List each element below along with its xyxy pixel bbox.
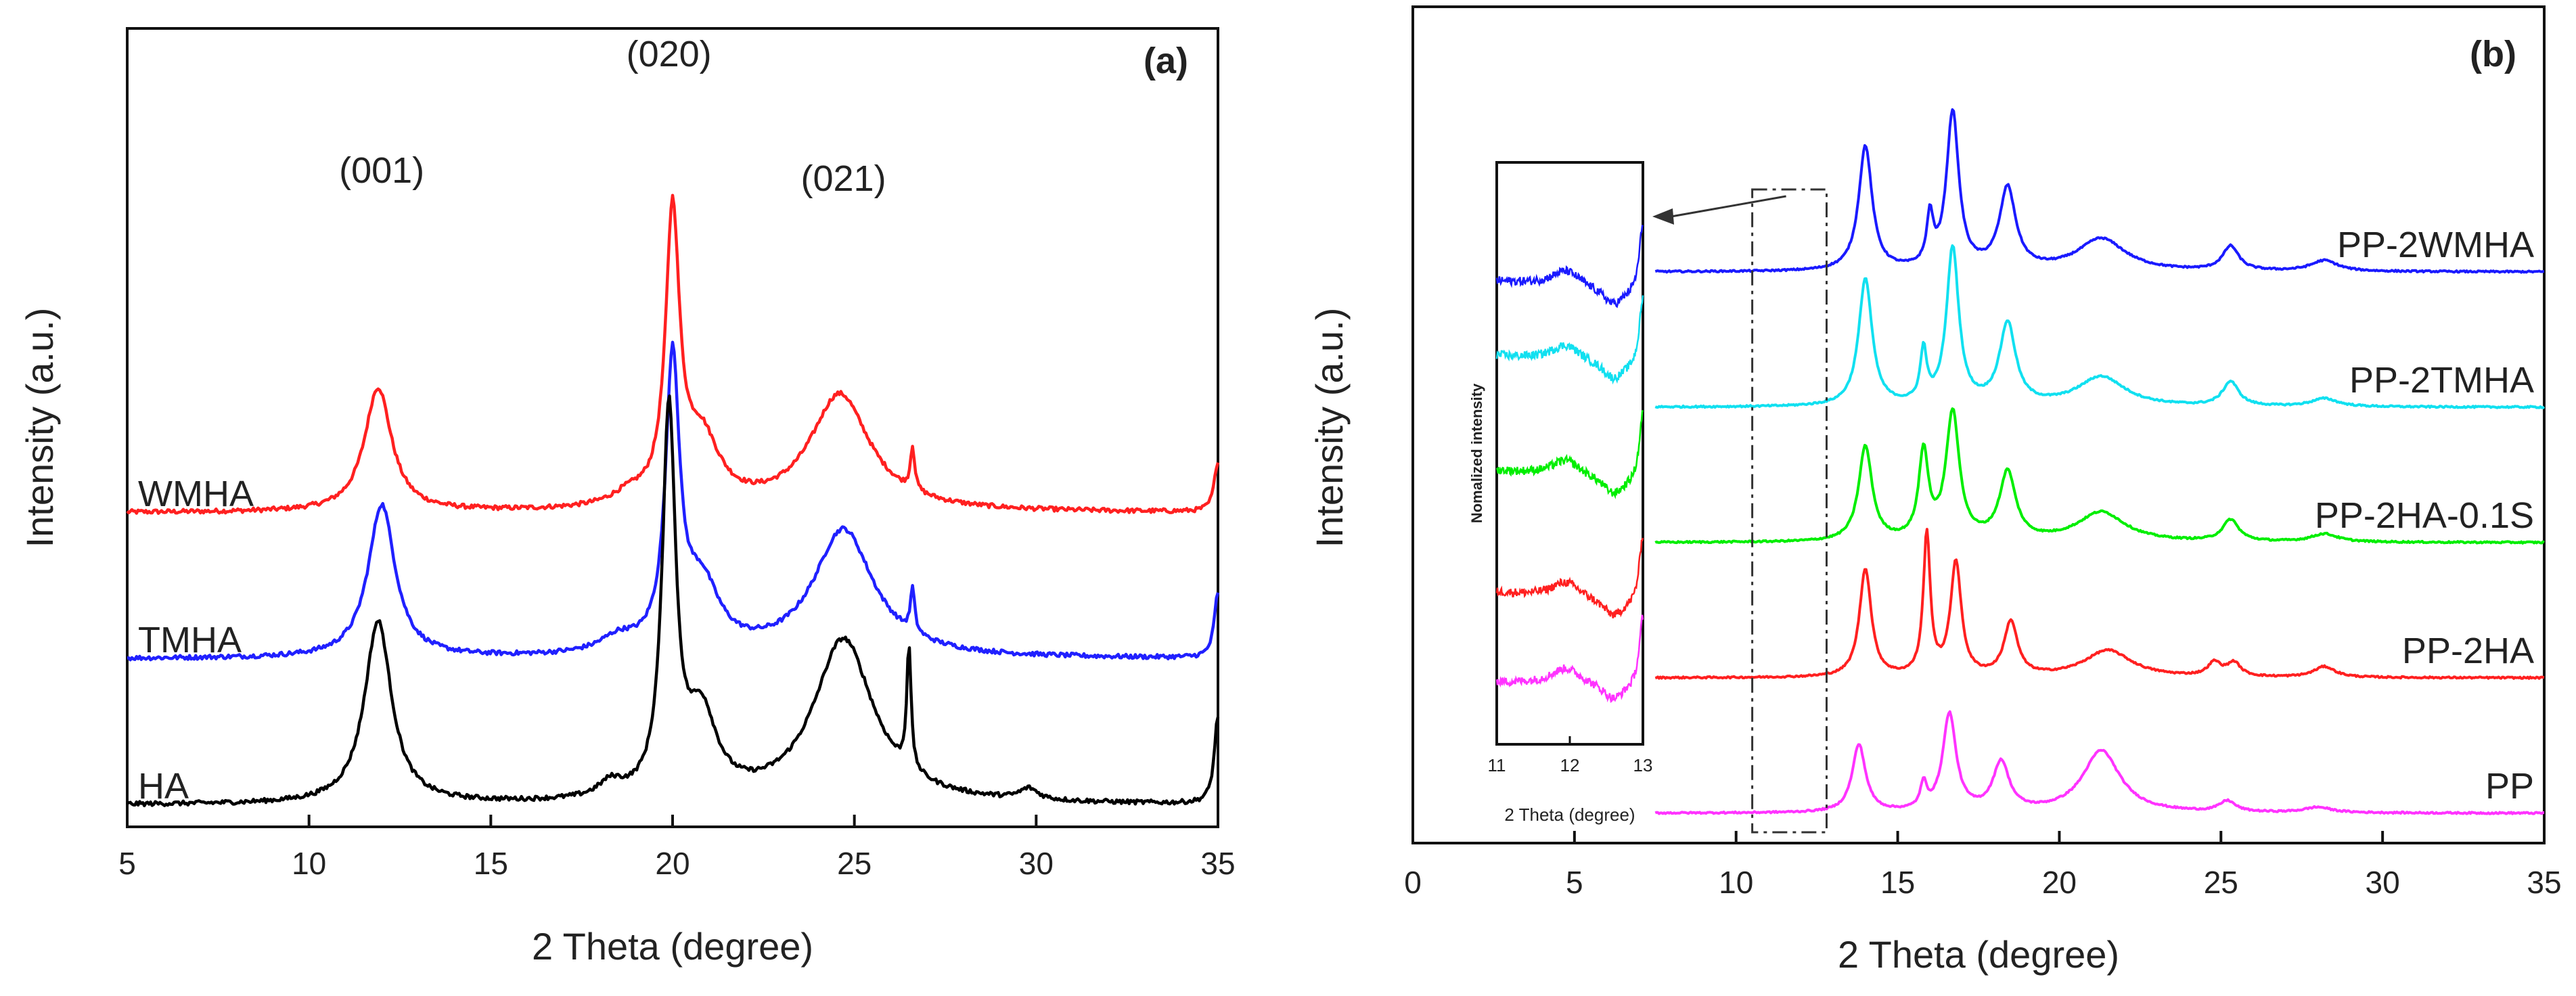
panel-a-x-tick-label: 25 [837, 846, 872, 881]
panel-b-label: (b) [2470, 34, 2516, 74]
panel-b-series-label: PP-2WMHA [2337, 225, 2534, 265]
panel-b-series-line-pp-2ha-0.1s [1654, 407, 2545, 545]
panel-a: (a) 5 10 15 20 25 30 35 (001) (020) (021) WMHA TM… [18, 27, 1236, 968]
inset-y-axis-title: Nomalized intensity [1468, 383, 1485, 523]
inset-frame [1495, 161, 1644, 746]
panel-a-series-label: TMHA [138, 620, 242, 660]
panel-a-x-tick-label: 10 [292, 846, 326, 881]
panel-b-series: PP-2WMHA PP-2TMHA PP-2HA-0.1S PP-2HA PP [1654, 108, 2546, 815]
inset-series-line [1495, 409, 1644, 499]
panel-b-x-tick-label: 30 [2366, 865, 2400, 900]
panel-a-x-tick-label: 5 [118, 846, 136, 881]
panel-b-series-line-pp-2wmha [1654, 108, 2545, 274]
panel-b-x-tick-label: 15 [1880, 865, 1915, 900]
panel-a-peak-label: (020) [627, 34, 712, 74]
panel-a-peak-label: (001) [339, 150, 424, 191]
panel-b-series-label: PP [2485, 766, 2534, 807]
panel-b-x-tick-label: 0 [1404, 865, 1422, 900]
panel-b-series-label: PP-2HA [2402, 631, 2534, 671]
panel-b-x-axis-title: 2 Theta (degree) [1838, 933, 2119, 976]
inset-x-ticks: 11 12 13 [1488, 736, 1653, 775]
panel-a-peak-labels: (001) (020) (021) [339, 34, 886, 199]
panel-b-x-tick-label: 35 [2527, 865, 2561, 900]
panel-b-series-line-pp-2tmha [1654, 244, 2546, 409]
panel-b: (b) 0 5 10 15 20 25 30 35 PP-2WMHA PP-2TMHA PP-2H… [1308, 5, 2562, 976]
panel-b-x-tick-label: 25 [2204, 865, 2238, 900]
panel-a-series-line-wmha [126, 194, 1220, 515]
inset-pointer-arrowhead [1652, 208, 1674, 225]
panel-a-y-axis-title: Intensity (a.u.) [18, 308, 61, 548]
inset-series-line [1495, 225, 1644, 309]
panel-a-series-line-tmha [127, 340, 1220, 662]
inset-series-line [1495, 537, 1644, 618]
panel-a-x-tick-label: 15 [474, 846, 508, 881]
panel-a-series-label: WMHA [138, 474, 254, 514]
panel-a-peak-label: (021) [801, 158, 886, 199]
panel-b-series-label: PP-2TMHA [2349, 360, 2534, 401]
panel-a-x-tick-label: 30 [1019, 846, 1054, 881]
panel-b-x-tick-label: 10 [1719, 865, 1753, 900]
inset-series-line [1495, 295, 1644, 385]
inset-x-tick-label: 13 [1633, 755, 1653, 775]
inset-pointer-arrow-line [1671, 195, 1786, 218]
panel-b-series-label: PP-2HA-0.1S [2315, 495, 2534, 536]
inset-series [1495, 225, 1644, 703]
panel-b-series-line-pp [1654, 710, 2545, 815]
panel-a-x-tick-label: 20 [655, 846, 690, 881]
panel-b-x-tick-label: 5 [1566, 865, 1583, 900]
panel-b-series-line-pp-2ha [1654, 528, 2545, 680]
panel-b-y-axis-title: Intensity (a.u.) [1308, 308, 1351, 548]
panel-b-x-ticks: 0 5 10 15 20 25 30 35 [1404, 831, 2562, 900]
inset-x-tick-label: 12 [1560, 755, 1580, 775]
panel-a-series: WMHA TMHA HA [126, 194, 1220, 808]
panel-a-x-ticks: 5 10 15 20 25 30 35 [118, 815, 1236, 881]
panel-a-x-axis-title: 2 Theta (degree) [532, 925, 813, 968]
panel-b-x-tick-label: 20 [2042, 865, 2077, 900]
inset-x-tick-label: 11 [1488, 755, 1506, 775]
panel-b-plot-frame [1411, 5, 2546, 844]
panel-a-series-line-ha [127, 394, 1220, 808]
inset-series-line [1495, 614, 1644, 703]
panel-a-series-label: HA [138, 766, 189, 807]
zoom-region-box [1751, 188, 1828, 834]
inset-plot: 11 12 13 2 Theta (degree) Nomalized intens… [1468, 161, 1653, 825]
inset-x-axis-title: 2 Theta (degree) [1504, 805, 1635, 825]
panel-a-label: (a) [1144, 41, 1188, 81]
panel-a-x-tick-label: 35 [1200, 846, 1235, 881]
